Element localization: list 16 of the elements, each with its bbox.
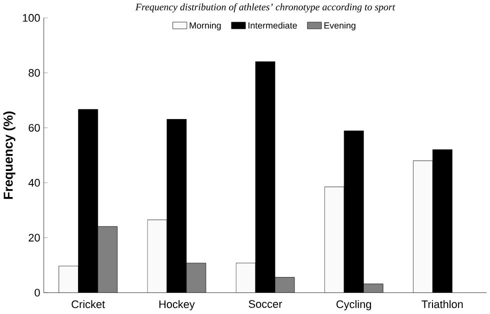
x-tick-label: Hockey (159, 300, 195, 310)
y-tick-label: 100 (22, 14, 40, 22)
chart-title: Frequency distribution of athletes’ chronotype according to sport (135, 4, 396, 13)
y-axis-title: Frequency (%) (3, 112, 16, 200)
x-tick-label: Soccer (248, 300, 282, 308)
x-tick-label: Cricket (72, 300, 105, 308)
y-tick-label: 0 (34, 289, 40, 297)
legend-label: Morning (190, 22, 221, 31)
legend-label: Intermediate (248, 22, 297, 29)
y-tick-label: 80 (28, 69, 40, 77)
y-tick-label: 20 (28, 234, 40, 242)
x-tick-label: Triathlon (422, 300, 463, 308)
y-tick-label: 40 (28, 179, 40, 187)
x-tick-label: Cycling (336, 300, 371, 310)
legend-label: Evening (324, 22, 356, 31)
y-tick-label: 60 (28, 124, 40, 132)
